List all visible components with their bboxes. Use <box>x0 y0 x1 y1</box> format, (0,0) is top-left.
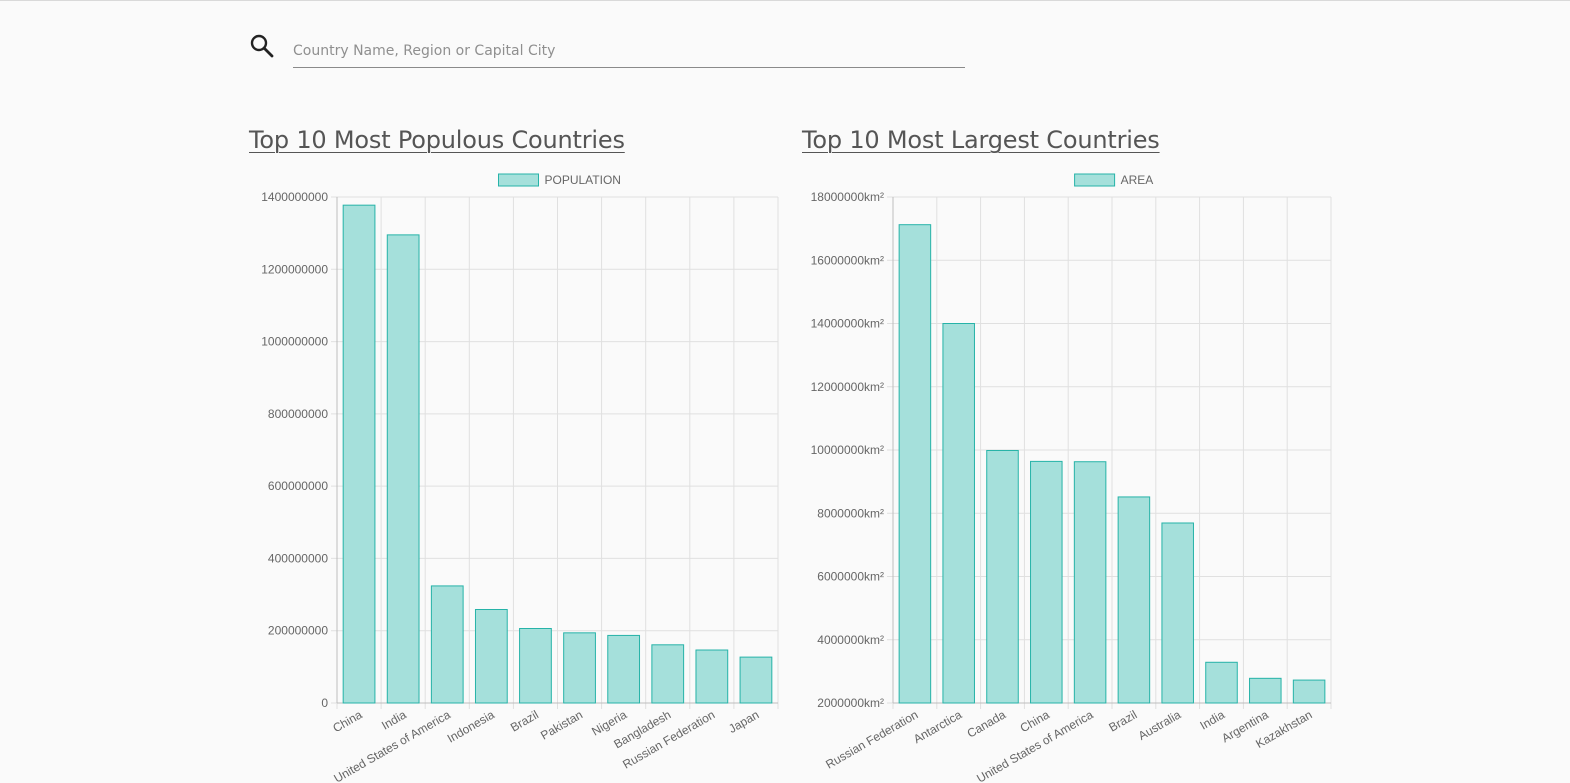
y-tick-label: 12000000km² <box>811 380 884 394</box>
search-bar <box>249 30 965 70</box>
y-tick-label: 400000000 <box>268 551 328 565</box>
x-tick-label: Brazil <box>1106 707 1139 734</box>
y-tick-label: 8000000km² <box>817 506 884 520</box>
y-tick-label: 10000000km² <box>811 443 884 457</box>
bar-canada[interactable] <box>986 449 1019 704</box>
bar-bangladesh[interactable] <box>651 644 685 704</box>
x-tick-label: Canada <box>965 707 1009 740</box>
y-tick-label: 14000000km² <box>811 317 884 331</box>
y-tick-label: 1400000000 <box>261 190 328 204</box>
area-chart: AREA 2000000km² 4000000km² 6000000km² 800000… <box>811 173 1332 783</box>
x-tick-label: Japan <box>726 707 761 735</box>
bar-russian-federation[interactable] <box>898 224 932 704</box>
bar-india[interactable] <box>1205 661 1238 704</box>
bar-pakistan[interactable] <box>563 632 596 704</box>
y-tick-label: 1000000000 <box>261 335 328 349</box>
area-chart-title: Top 10 Most Largest Countries <box>802 126 1160 154</box>
y-tick-label: 1200000000 <box>261 262 328 276</box>
bar-kazakhstan[interactable] <box>1292 679 1326 704</box>
y-tick-label: 800000000 <box>268 407 328 421</box>
bar-united-states-of-america[interactable] <box>430 585 464 704</box>
y-tick-label: 2000000km² <box>817 696 884 710</box>
search-input[interactable] <box>293 34 965 68</box>
bar-united-states-of-america[interactable] <box>1073 461 1107 704</box>
legend[interactable]: AREA <box>1074 173 1154 187</box>
bar-china[interactable] <box>1030 460 1063 704</box>
legend[interactable]: POPULATION <box>498 173 621 187</box>
bar-russian-federation[interactable] <box>695 649 729 704</box>
y-tick-label: 4000000km² <box>817 633 884 647</box>
search-icon[interactable] <box>249 33 275 59</box>
legend-swatch <box>1074 173 1116 187</box>
y-tick-label: 600000000 <box>268 479 328 493</box>
bar-china[interactable] <box>342 204 376 704</box>
legend-swatch <box>498 173 539 187</box>
top-divider <box>0 0 1570 1</box>
bar-brazil[interactable] <box>519 627 552 704</box>
y-tick-label: 0 <box>321 696 328 710</box>
x-tick-label: Pakistan <box>538 707 585 742</box>
x-tick-label: Antarctica <box>911 707 964 746</box>
x-tick-label: Australia <box>1136 707 1184 743</box>
bar-japan[interactable] <box>739 656 773 704</box>
bar-indonesia[interactable] <box>474 608 508 704</box>
x-tick-label: India <box>379 707 409 732</box>
population-chart: POPULATION 0 200000000 400000000 600000000 80… <box>261 173 779 783</box>
legend-label: POPULATION <box>545 173 621 187</box>
bar-nigeria[interactable] <box>607 634 641 704</box>
bar-antarctica[interactable] <box>942 323 975 704</box>
y-tick-label: 16000000km² <box>811 253 884 267</box>
x-tick-label: Indonesia <box>445 707 497 745</box>
population-chart-title: Top 10 Most Populous Countries <box>249 126 625 154</box>
x-tick-label: Brazil <box>508 707 541 734</box>
y-tick-label: 18000000km² <box>811 190 884 204</box>
x-tick-label: China <box>330 707 364 735</box>
legend-label: AREA <box>1121 173 1154 187</box>
y-tick-label: 200000000 <box>268 624 328 638</box>
bar-india[interactable] <box>386 234 420 704</box>
bar-brazil[interactable] <box>1117 496 1151 704</box>
bar-argentina[interactable] <box>1249 677 1282 704</box>
y-tick-label: 6000000km² <box>817 570 884 584</box>
bar-australia[interactable] <box>1161 522 1194 704</box>
x-tick-label: India <box>1197 707 1227 732</box>
x-tick-label: Russian Federation <box>823 707 920 771</box>
